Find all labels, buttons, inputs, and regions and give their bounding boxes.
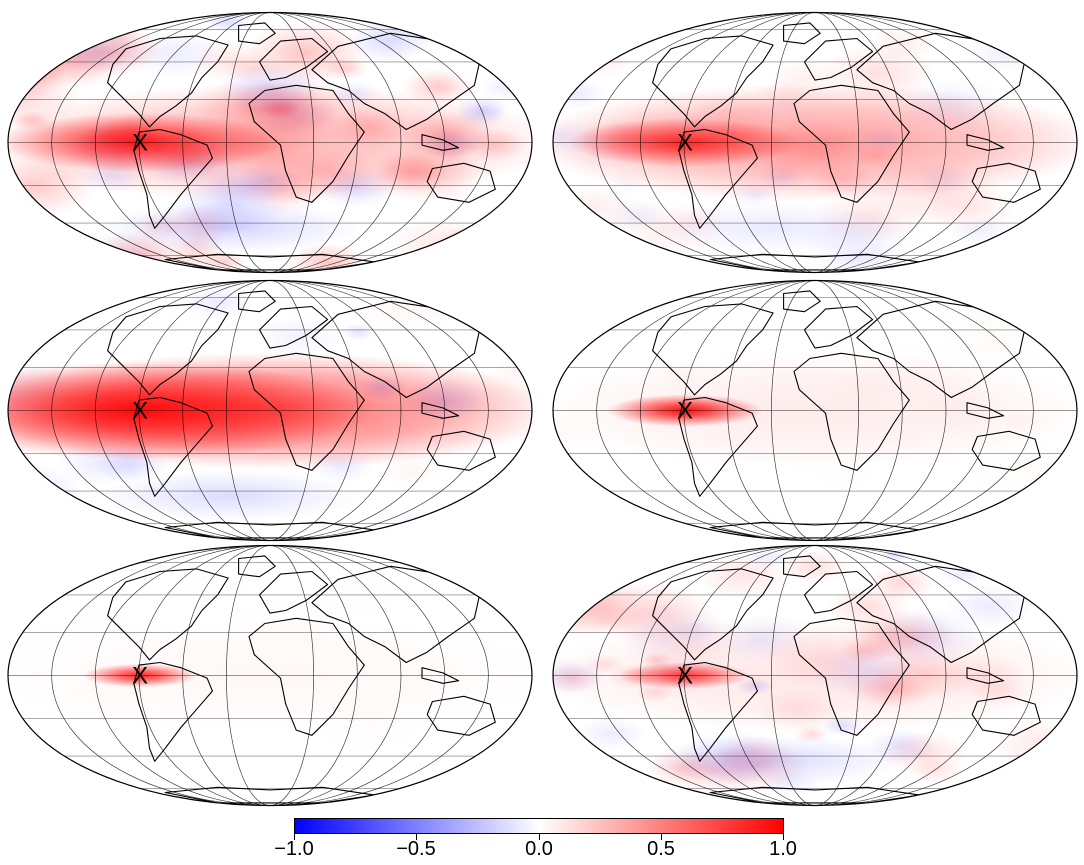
map-panel-bottom-left: X [5, 543, 535, 808]
map-panel-middle-left: X [5, 278, 535, 543]
site-marker: X [132, 663, 148, 690]
colorbar-tick-label: −1.0 [274, 838, 314, 860]
colorbar-tick [539, 834, 540, 840]
colorbar [294, 818, 784, 834]
colorbar-tick-label: 0.0 [525, 838, 553, 860]
map-panel-middle-right: X [550, 278, 1080, 543]
mollweide-map: X [552, 544, 1078, 807]
site-marker: X [677, 398, 693, 425]
colorbar-tick-label: 1.0 [769, 838, 797, 860]
colorbar-tick-label: 0.5 [647, 838, 675, 860]
colorbar-tick-label: −0.5 [396, 838, 436, 860]
mollweide-map: X [552, 279, 1078, 542]
colorbar-tick [661, 834, 662, 840]
colorbar-tick [783, 834, 784, 840]
site-marker: X [132, 130, 148, 157]
map-panel-top-left: X [5, 10, 535, 275]
mollweide-map: X [552, 11, 1078, 274]
mollweide-map: X [7, 11, 533, 274]
map-panel-top-right: X [550, 10, 1080, 275]
map-panel-bottom-right: X [550, 543, 1080, 808]
mollweide-map: X [7, 544, 533, 807]
site-marker: X [677, 130, 693, 157]
mollweide-map: X [7, 279, 533, 542]
site-marker: X [132, 398, 148, 425]
site-marker: X [677, 663, 693, 690]
colorbar-tick [416, 834, 417, 840]
colorbar-tick [294, 834, 295, 840]
